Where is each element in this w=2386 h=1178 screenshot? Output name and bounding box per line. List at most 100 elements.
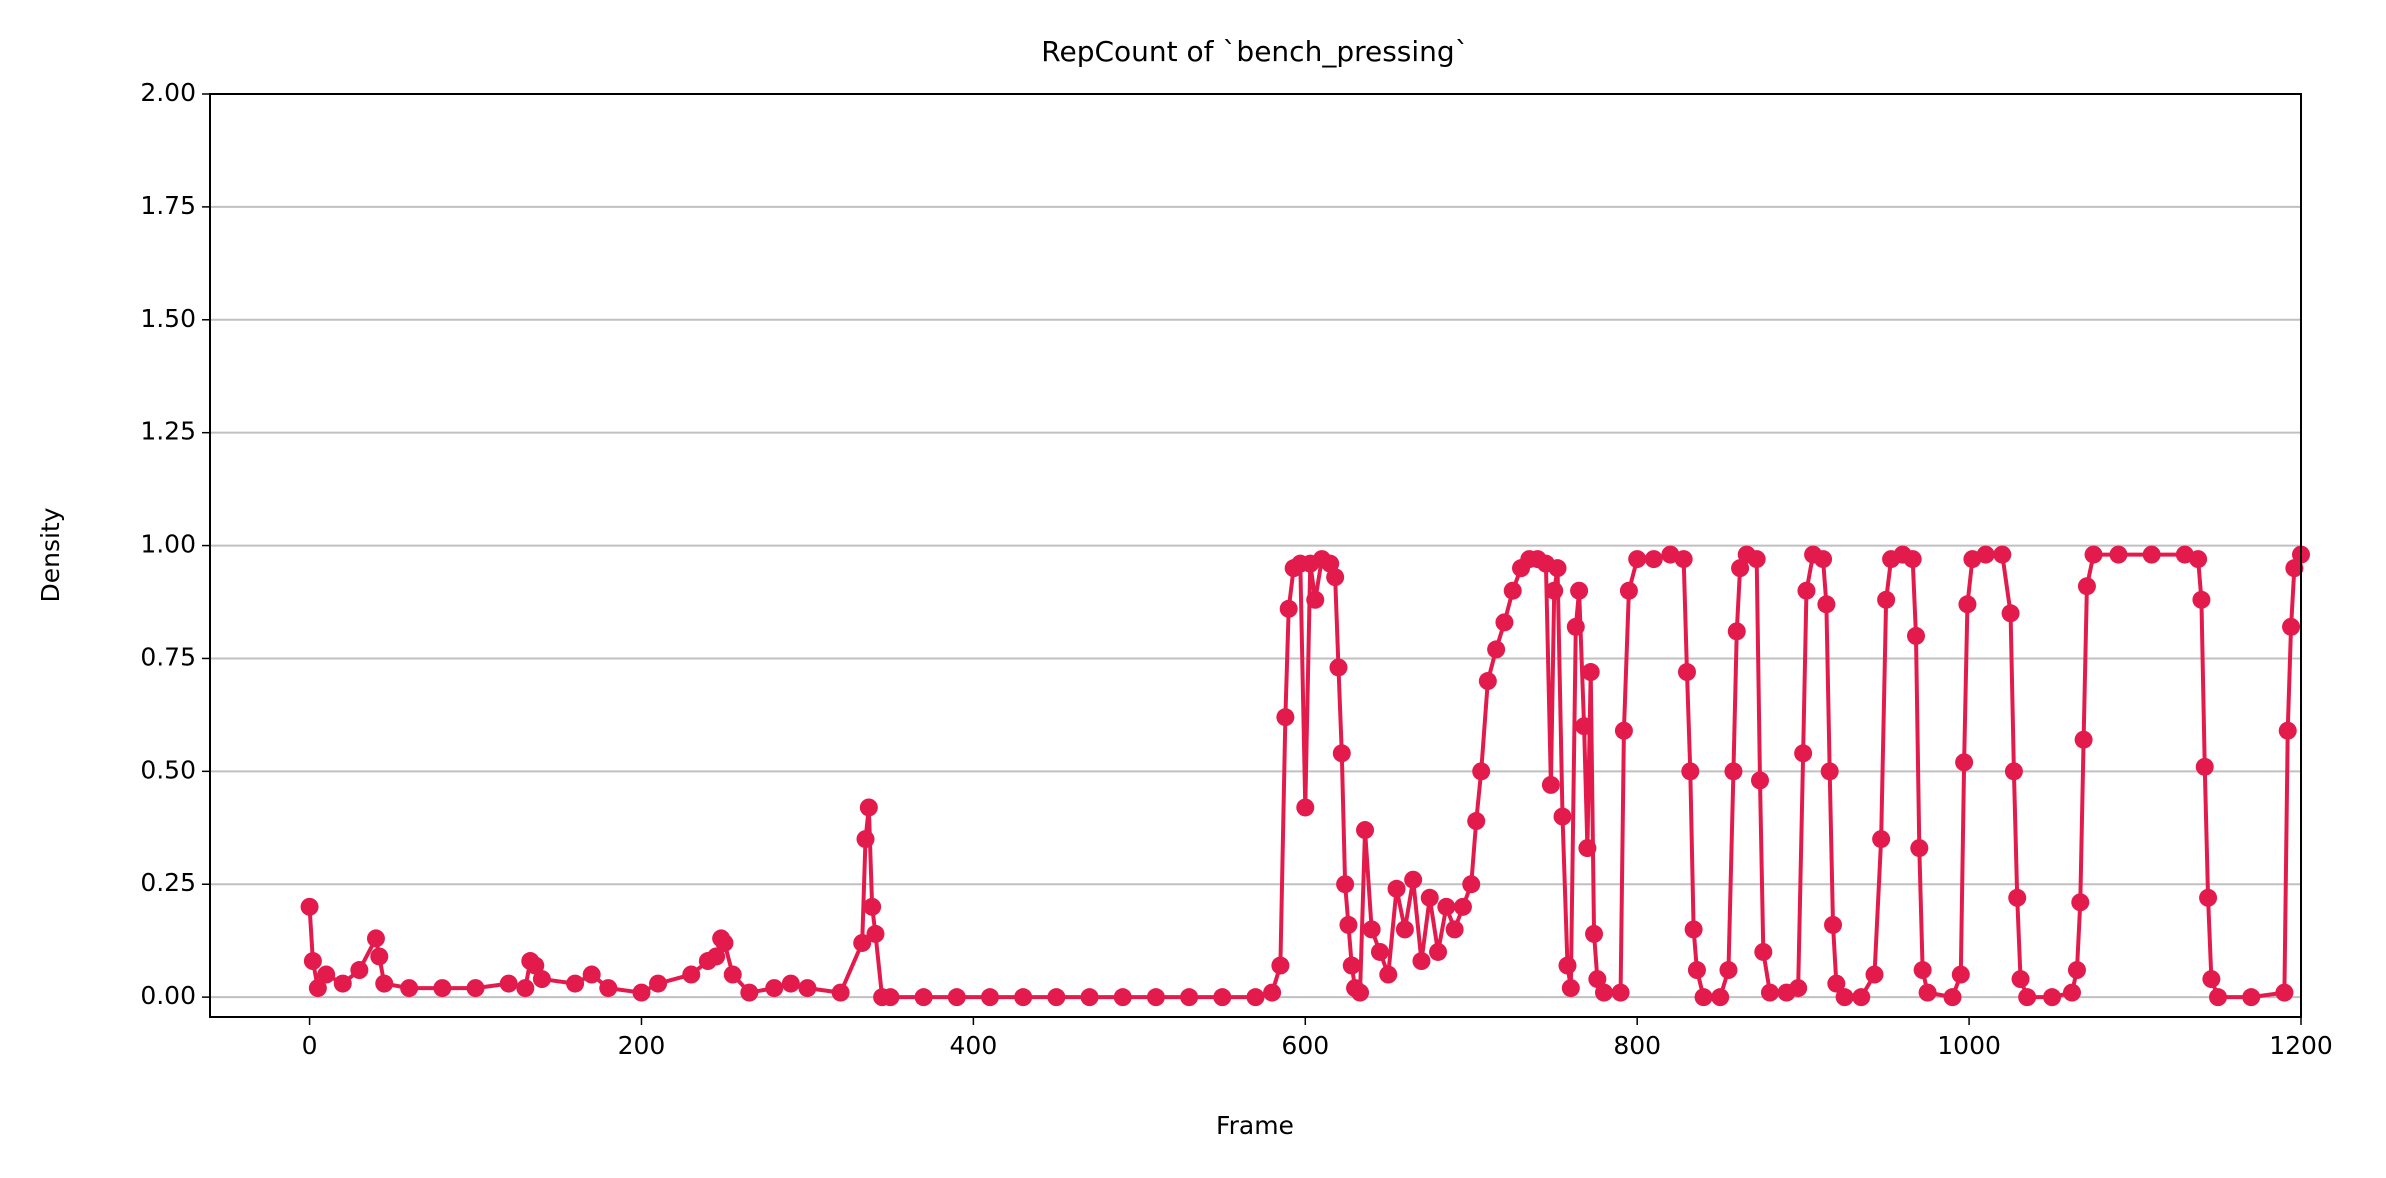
data-point xyxy=(1687,961,1706,980)
data-point xyxy=(1276,708,1295,727)
data-point xyxy=(2074,730,2093,749)
x-tick-label: 400 xyxy=(950,1031,998,1060)
data-point xyxy=(2209,988,2228,1007)
data-point xyxy=(863,897,882,916)
data-point xyxy=(1445,920,1464,939)
data-point xyxy=(1619,581,1638,600)
data-point xyxy=(1296,798,1315,817)
data-point xyxy=(2004,762,2023,781)
data-point xyxy=(308,979,327,998)
data-point xyxy=(1913,961,1932,980)
data-point xyxy=(1412,952,1431,971)
data-point xyxy=(1681,762,1700,781)
data-point xyxy=(1906,626,1925,645)
data-point xyxy=(649,974,668,993)
data-point xyxy=(715,933,734,952)
data-point xyxy=(1595,983,1613,1002)
data-point xyxy=(1548,559,1567,578)
data-point xyxy=(1213,988,1232,1007)
data-point xyxy=(1747,550,1766,569)
plot-frame xyxy=(209,93,2302,1018)
data-point xyxy=(1351,983,1370,1002)
data-point xyxy=(1611,983,1630,1002)
data-point xyxy=(1835,988,1854,1007)
data-point xyxy=(1820,762,1839,781)
data-point xyxy=(1553,807,1572,826)
data-point xyxy=(856,830,875,849)
data-point xyxy=(1797,581,1816,600)
data-point xyxy=(1279,599,1298,618)
y-tick-label: 2.00 xyxy=(140,78,196,107)
data-point xyxy=(707,947,726,966)
data-point xyxy=(881,988,900,1007)
data-point xyxy=(1545,581,1564,600)
data-point xyxy=(2202,970,2221,989)
data-point xyxy=(1575,717,1594,736)
data-point xyxy=(1951,965,1970,984)
data-point xyxy=(1467,812,1486,831)
data-point xyxy=(1614,721,1633,740)
data-point xyxy=(1326,568,1345,587)
y-tick-label: 1.50 xyxy=(140,304,196,333)
data-point xyxy=(1336,875,1355,894)
data-point xyxy=(914,988,933,1007)
data-point xyxy=(2282,617,2301,636)
data-point xyxy=(317,965,336,984)
data-point xyxy=(682,965,701,984)
y-tick-label: 0.50 xyxy=(140,755,196,784)
data-point xyxy=(1321,554,1340,573)
data-point xyxy=(2109,545,2128,564)
x-tick-label: 0 xyxy=(302,1031,318,1060)
data-point xyxy=(1263,983,1282,1002)
data-point xyxy=(980,988,999,1007)
y-tick-label: 1.75 xyxy=(140,191,196,220)
data-point xyxy=(2199,888,2218,907)
data-point xyxy=(370,947,389,966)
data-point xyxy=(1852,988,1871,1007)
data-point xyxy=(1727,622,1746,641)
data-point xyxy=(723,965,742,984)
data-point xyxy=(2189,550,2208,569)
data-point xyxy=(1958,595,1977,614)
y-tick-label: 0.25 xyxy=(140,868,196,897)
data-point xyxy=(2084,545,2103,564)
data-point xyxy=(1339,915,1358,934)
data-point xyxy=(1387,879,1406,898)
data-point xyxy=(350,961,369,980)
x-tick-label: 200 xyxy=(618,1031,666,1060)
data-point xyxy=(1487,640,1506,659)
data-point xyxy=(1578,839,1597,858)
data-point xyxy=(2285,559,2304,578)
data-point xyxy=(1955,753,1974,772)
data-point xyxy=(1943,988,1962,1007)
data-point xyxy=(2195,757,2214,776)
data-point xyxy=(466,979,485,998)
data-point xyxy=(1628,550,1647,569)
data-point xyxy=(2142,545,2161,564)
data-point xyxy=(1910,839,1929,858)
data-point xyxy=(831,983,850,1002)
data-point xyxy=(1541,775,1560,794)
data-point xyxy=(1872,830,1891,849)
data-point xyxy=(1877,590,1896,609)
data-point xyxy=(2043,988,2062,1007)
data-point xyxy=(1794,744,1813,763)
data-point xyxy=(1478,672,1497,691)
data-point xyxy=(1429,942,1448,961)
data-point xyxy=(1472,762,1491,781)
data-point xyxy=(2278,721,2297,740)
data-point xyxy=(1495,613,1514,632)
chart-title: RepCount of `bench_pressing` xyxy=(1041,35,1468,68)
data-point xyxy=(1694,988,1713,1007)
data-point xyxy=(1903,550,1922,569)
data-point xyxy=(599,979,618,998)
data-point xyxy=(781,974,800,993)
data-point xyxy=(740,983,759,1002)
data-point xyxy=(2242,988,2261,1007)
data-point xyxy=(1824,915,1843,934)
data-point xyxy=(1976,545,1995,564)
data-point xyxy=(1677,663,1696,682)
data-point xyxy=(1750,771,1769,790)
data-point xyxy=(1014,988,1033,1007)
